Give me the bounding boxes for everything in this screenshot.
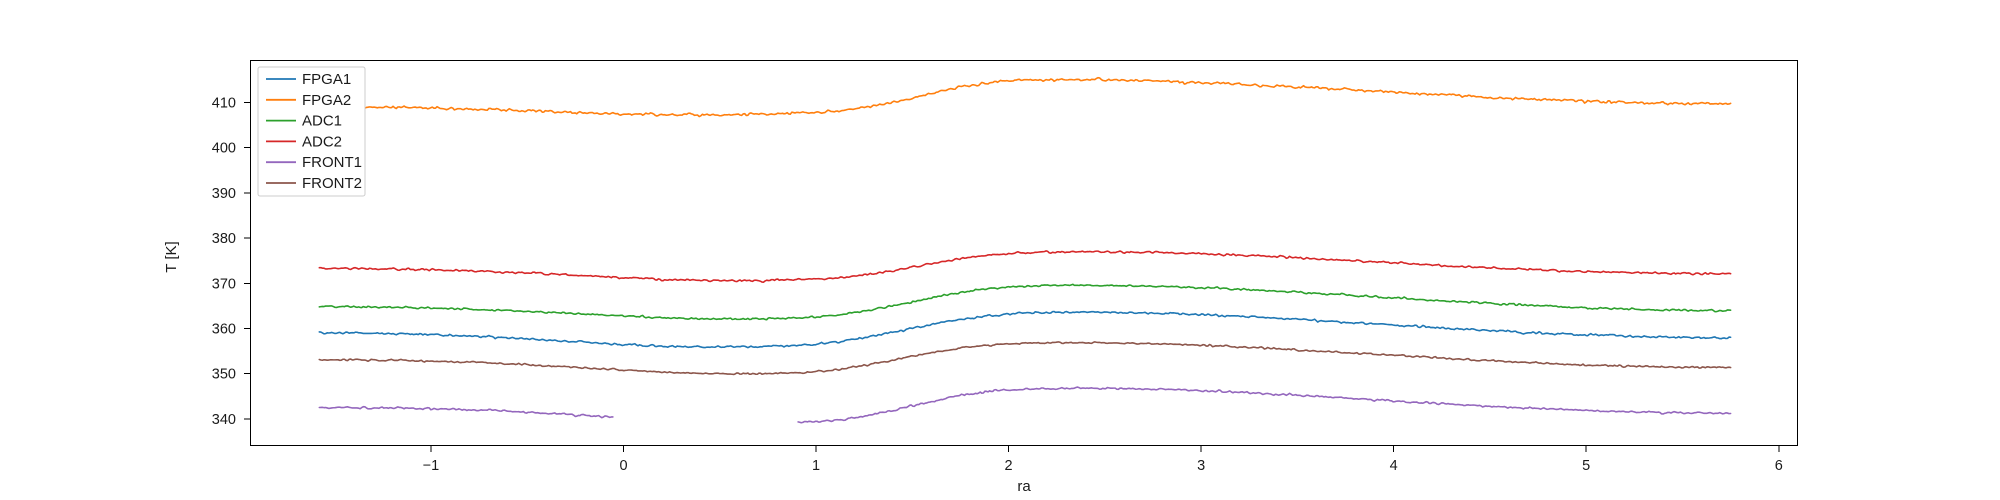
- svg-text:1: 1: [812, 458, 820, 474]
- svg-text:2: 2: [1005, 458, 1013, 474]
- svg-text:5: 5: [1582, 458, 1590, 474]
- svg-text:390: 390: [212, 186, 236, 202]
- svg-text:ra: ra: [1017, 478, 1031, 495]
- svg-text:3: 3: [1197, 458, 1205, 474]
- svg-text:0: 0: [619, 458, 627, 474]
- svg-text:FPGA1: FPGA1: [302, 71, 351, 88]
- svg-text:340: 340: [212, 412, 236, 428]
- svg-text:ADC2: ADC2: [302, 133, 342, 150]
- svg-text:400: 400: [212, 141, 236, 157]
- svg-text:350: 350: [212, 367, 236, 383]
- svg-text:T [K]: T [K]: [163, 241, 180, 272]
- svg-text:−1: −1: [423, 458, 440, 474]
- svg-text:FRONT1: FRONT1: [302, 154, 362, 171]
- svg-text:370: 370: [212, 276, 236, 292]
- svg-text:410: 410: [212, 95, 236, 111]
- svg-text:ADC1: ADC1: [302, 113, 342, 130]
- svg-text:FPGA2: FPGA2: [302, 92, 351, 109]
- svg-text:360: 360: [212, 321, 236, 337]
- svg-text:6: 6: [1775, 458, 1783, 474]
- svg-text:380: 380: [212, 231, 236, 247]
- svg-text:FRONT2: FRONT2: [302, 175, 362, 192]
- svg-text:4: 4: [1390, 458, 1398, 474]
